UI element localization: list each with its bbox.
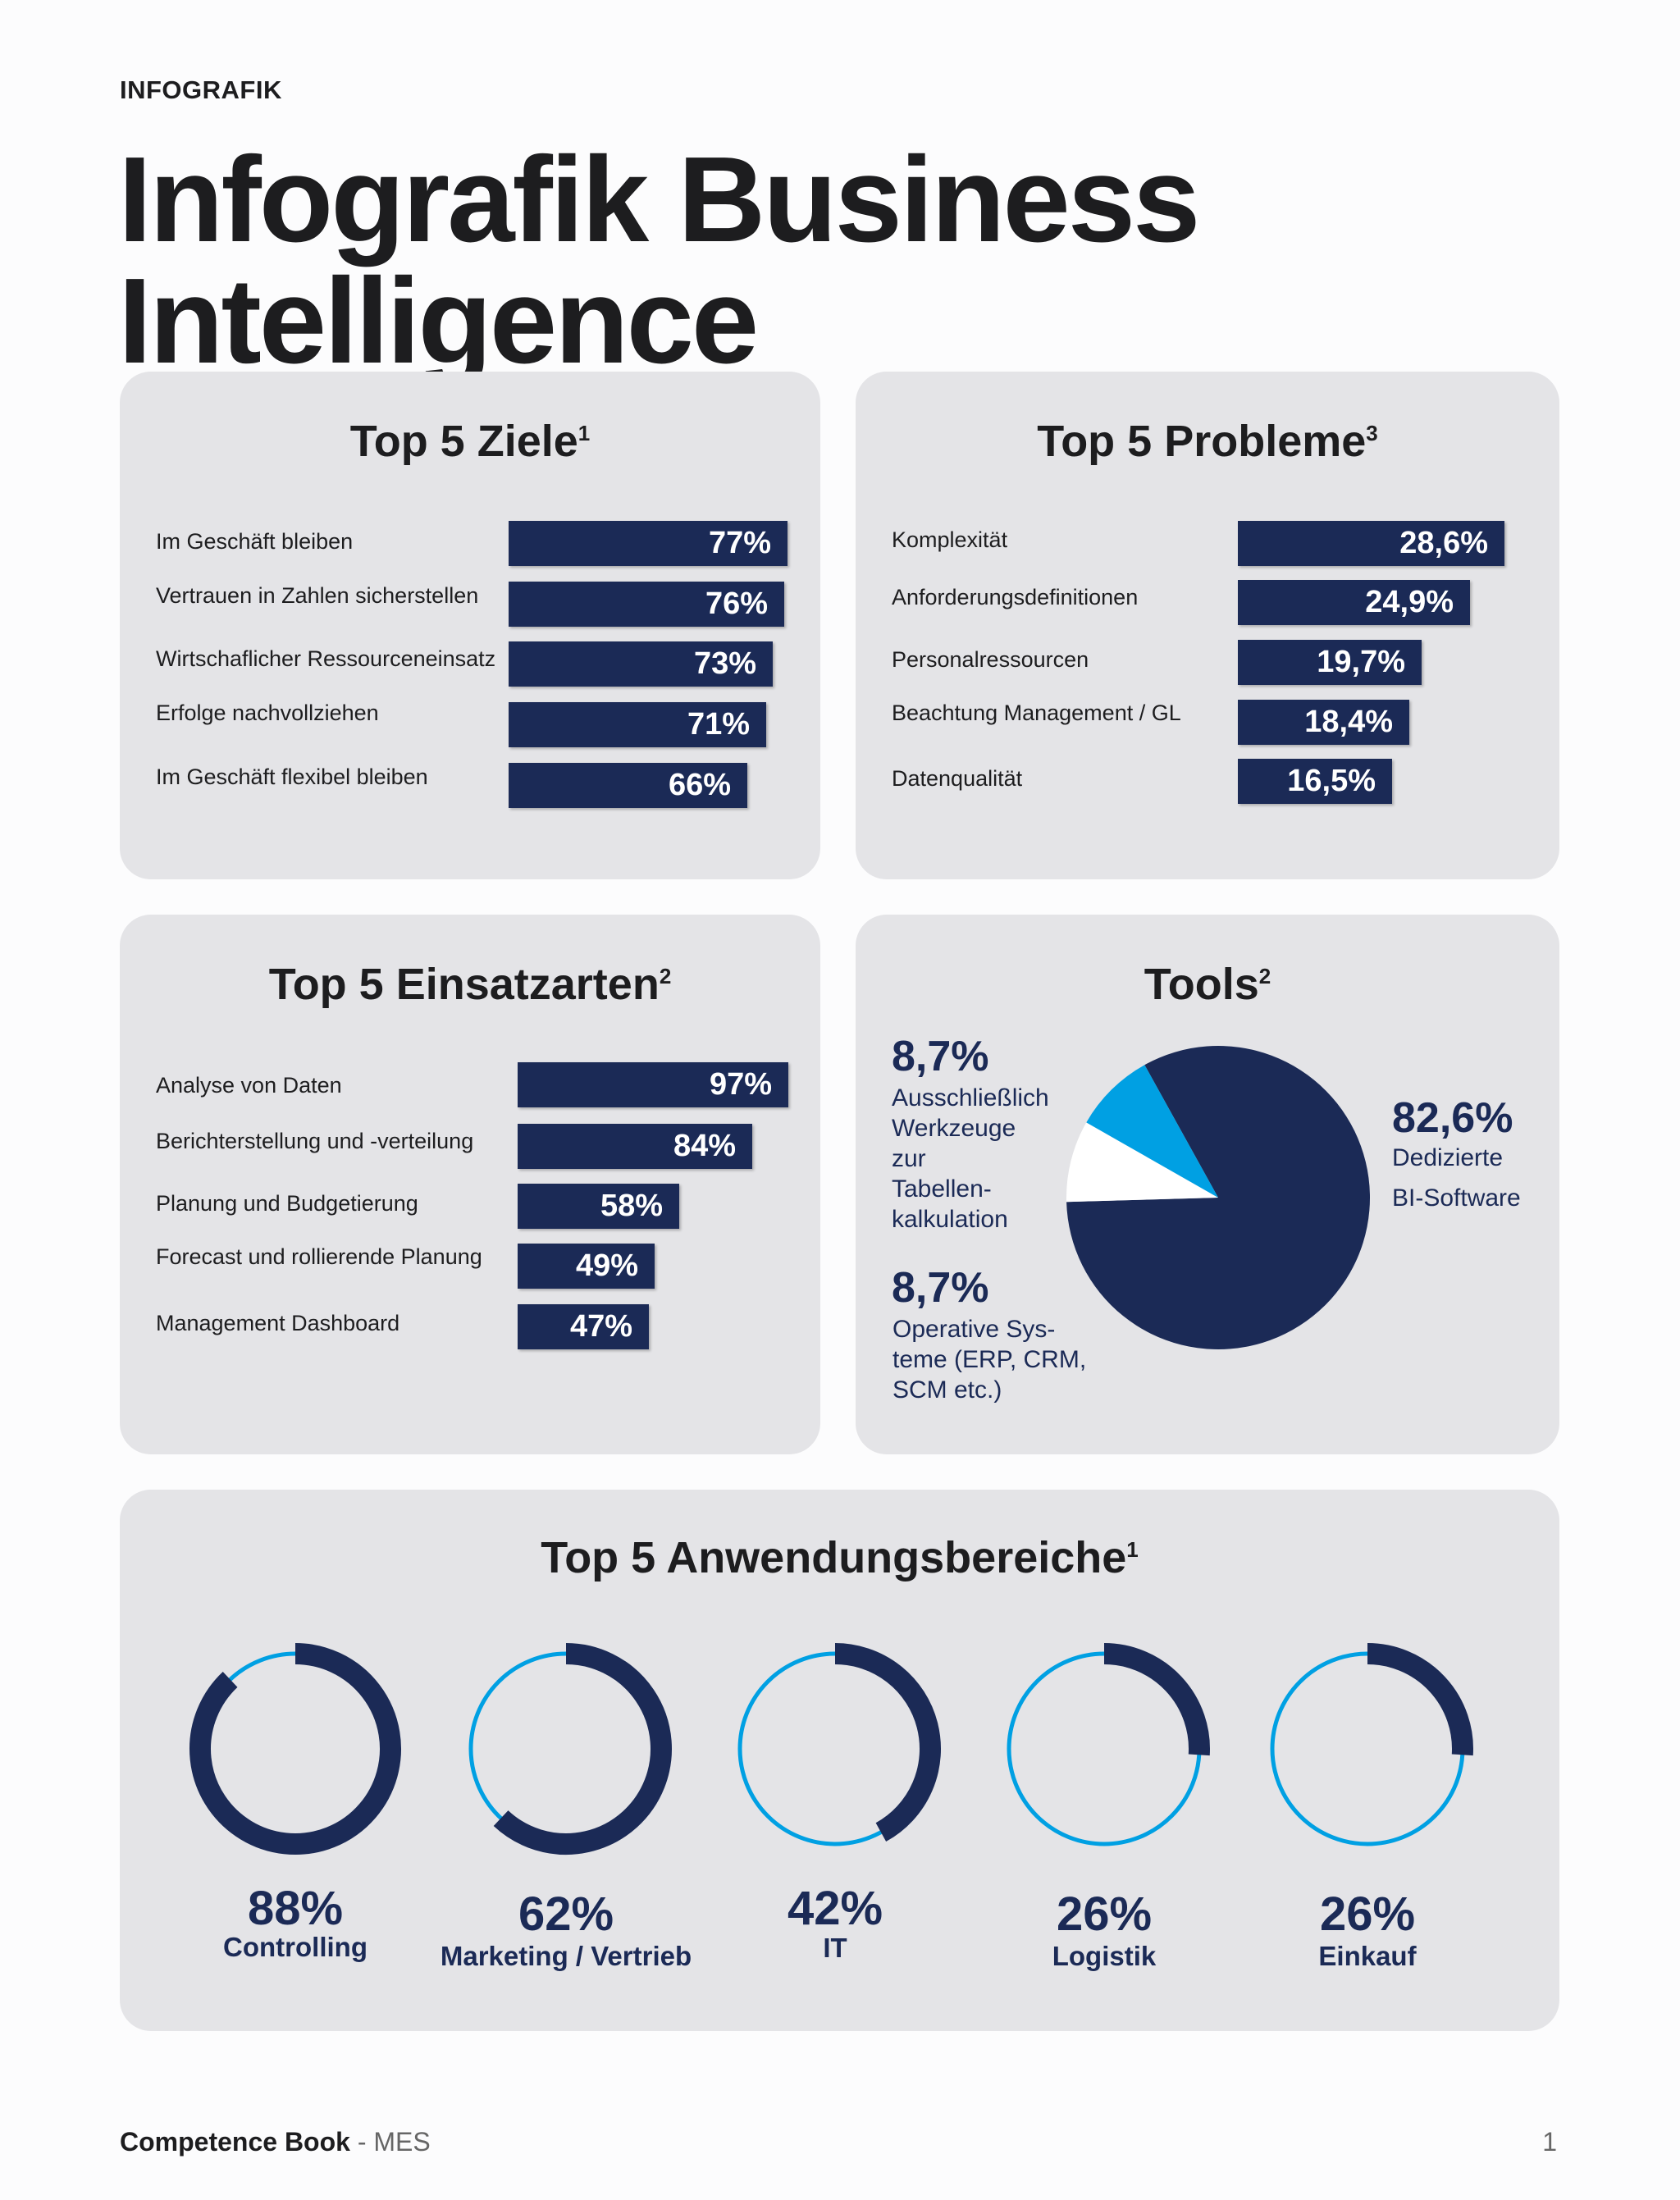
- ziele-bar-value-3: 71%: [687, 707, 750, 742]
- einsatz-bar-value-1: 84%: [673, 1129, 736, 1163]
- probleme-bar-2: 19,7%: [1238, 640, 1422, 685]
- einsatz-bar-value-4: 47%: [569, 1309, 632, 1344]
- ziele-label-1: Vertrauen in Zahlen sicherstellen: [156, 583, 479, 608]
- tools-pie-chart: [1066, 1046, 1370, 1349]
- panel-title-einsatzarten: Top 5 Einsatzarten2: [268, 960, 672, 1009]
- ring-value-1: 62%: [518, 1887, 614, 1941]
- ring-arc-2: [834, 1643, 941, 1842]
- einsatz-bar-value-0: 97%: [709, 1067, 772, 1102]
- ziele-label-2: Wirtschaflicher Ressourceneinsatz: [156, 646, 496, 671]
- ring-arc-0: [189, 1643, 401, 1855]
- probleme-bar-0: 28,6%: [1238, 521, 1504, 566]
- panel-einsatzarten: Top 5 Einsatzarten2: [120, 915, 820, 1454]
- pie-label-operative: Operative Sys-teme (ERP, CRM, SCM etc.): [892, 1314, 1086, 1405]
- einsatz-bar-4: 47%: [518, 1304, 649, 1349]
- pie-tabellen-line-0: Ausschließlich: [892, 1084, 1049, 1111]
- ring-value-0: 88%: [247, 1882, 344, 1935]
- page-kicker: INFOGRAFIK: [120, 75, 282, 104]
- probleme-label-4: Datenqualität: [892, 766, 1023, 791]
- probleme-bar-value-4: 16,5%: [1287, 764, 1376, 798]
- panel-title-probleme: Top 5 Probleme3: [1037, 417, 1378, 466]
- einsatz-label-4: Management Dashboard: [156, 1311, 400, 1335]
- einsatz-bar-1: 84%: [518, 1124, 752, 1169]
- einsatz-label-1: Berichterstellung und -verteilung: [156, 1129, 474, 1153]
- footer-brand: Competence Book - MES: [120, 2127, 431, 2157]
- ring-arc-4: [1367, 1643, 1473, 1756]
- pie-label-tabellen: Ausschließlich Werkzeuge zur Tabellen-kalku…: [892, 1083, 1049, 1235]
- ziele-bar-value-4: 66%: [668, 768, 731, 802]
- probleme-label-2: Personalressourcen: [892, 647, 1089, 672]
- probleme-label-1: Anforderungsdefinitionen: [892, 585, 1139, 609]
- pie-slice-operative: [1066, 1122, 1218, 1203]
- ziele-label-3: Erfolge nachvollziehen: [156, 701, 379, 725]
- pie-tabellen-line-4: kalkulation: [892, 1206, 1008, 1233]
- pie-tabellen-line-1: Werkzeuge: [892, 1115, 1016, 1142]
- pie-value-tabellen: 8,7%: [892, 1033, 989, 1080]
- einsatz-bar-value-3: 49%: [575, 1248, 638, 1283]
- ring-value-3: 26%: [1056, 1887, 1153, 1941]
- ziele-bar-4: 66%: [509, 763, 747, 808]
- probleme-label-3: Beachtung Management / GL: [892, 701, 1181, 725]
- ziele-bar-value-0: 77%: [708, 526, 771, 560]
- einsatz-bar-2: 58%: [518, 1184, 679, 1229]
- probleme-bar-value-2: 19,7%: [1317, 645, 1405, 679]
- pie-value-operative: 8,7%: [892, 1264, 989, 1312]
- einsatz-label-2: Planung und Budgetierung: [156, 1191, 418, 1216]
- pie-tabellen-line-2: zur: [892, 1145, 926, 1172]
- einsatz-bar-value-2: 58%: [600, 1189, 663, 1223]
- pie-label-dedizierte-2: BI-Software: [1392, 1184, 1521, 1212]
- ring-arc-3: [1103, 1643, 1210, 1756]
- ziele-label-0: Im Geschäft bleiben: [156, 529, 354, 554]
- einsatz-label-3: Forecast und rollierende Planung: [156, 1244, 482, 1269]
- ziele-bar-value-1: 76%: [705, 587, 768, 621]
- ziele-bar-value-2: 73%: [693, 646, 756, 681]
- page-title: Infografik Business Intelligence: [118, 132, 1200, 389]
- ring-label-0: Controlling: [223, 1932, 368, 1962]
- probleme-bar-1: 24,9%: [1238, 580, 1470, 625]
- pie-tabellen-line-3: Tabellen-: [892, 1175, 992, 1203]
- ring-value-4: 26%: [1319, 1887, 1416, 1941]
- page-number: 1: [1542, 2127, 1557, 2157]
- pie-operative-line-0: Operative Sys-: [892, 1316, 1056, 1343]
- probleme-bar-3: 18,4%: [1238, 700, 1409, 745]
- panel-title-ziele: Top 5 Ziele1: [349, 417, 591, 466]
- panel-anwendungsbereiche: Top 5 Anwendungsbereiche1: [120, 1490, 1559, 2031]
- einsatz-label-0: Analyse von Daten: [156, 1073, 342, 1098]
- pie-label-dedizierte-1: Dedizierte: [1392, 1144, 1504, 1171]
- panel-title-tools: Tools2: [1144, 960, 1271, 1009]
- ziele-label-4: Im Geschäft flexibel bleiben: [156, 765, 428, 789]
- pie-value-dedizierte: 82,6%: [1392, 1094, 1513, 1142]
- pie-slice-tabellen: [1086, 1065, 1218, 1198]
- ziele-bar-3: 71%: [509, 702, 766, 747]
- pie-slice-dedizierte: [1066, 1046, 1370, 1349]
- pie-operative-line-1: teme (ERP, CRM,: [892, 1346, 1087, 1373]
- probleme-bar-value-1: 24,9%: [1365, 585, 1454, 619]
- pie-operative-line-2: SCM etc.): [892, 1376, 1002, 1404]
- ring-label-2: IT: [823, 1933, 847, 1963]
- ring-label-3: Logistik: [1052, 1941, 1157, 1971]
- probleme-bar-value-0: 28,6%: [1399, 526, 1488, 560]
- panel-probleme: Top 5 Probleme3: [856, 372, 1559, 879]
- ring-value-2: 42%: [787, 1882, 883, 1935]
- ziele-bar-1: 76%: [509, 582, 784, 627]
- probleme-label-0: Komplexität: [892, 527, 1008, 552]
- ring-label-1: Marketing / Vertrieb: [440, 1941, 692, 1971]
- probleme-bar-value-3: 18,4%: [1304, 705, 1393, 739]
- einsatz-bar-3: 49%: [518, 1244, 655, 1289]
- ring-label-4: Einkauf: [1318, 1941, 1417, 1971]
- panel-title-anwendungsbereiche: Top 5 Anwendungsbereiche1: [541, 1533, 1139, 1582]
- ziele-bar-0: 77%: [509, 521, 788, 566]
- probleme-bar-4: 16,5%: [1238, 759, 1392, 804]
- einsatz-bar-0: 97%: [518, 1062, 788, 1107]
- ring-arc-1: [493, 1643, 672, 1855]
- ziele-bar-2: 73%: [509, 641, 773, 687]
